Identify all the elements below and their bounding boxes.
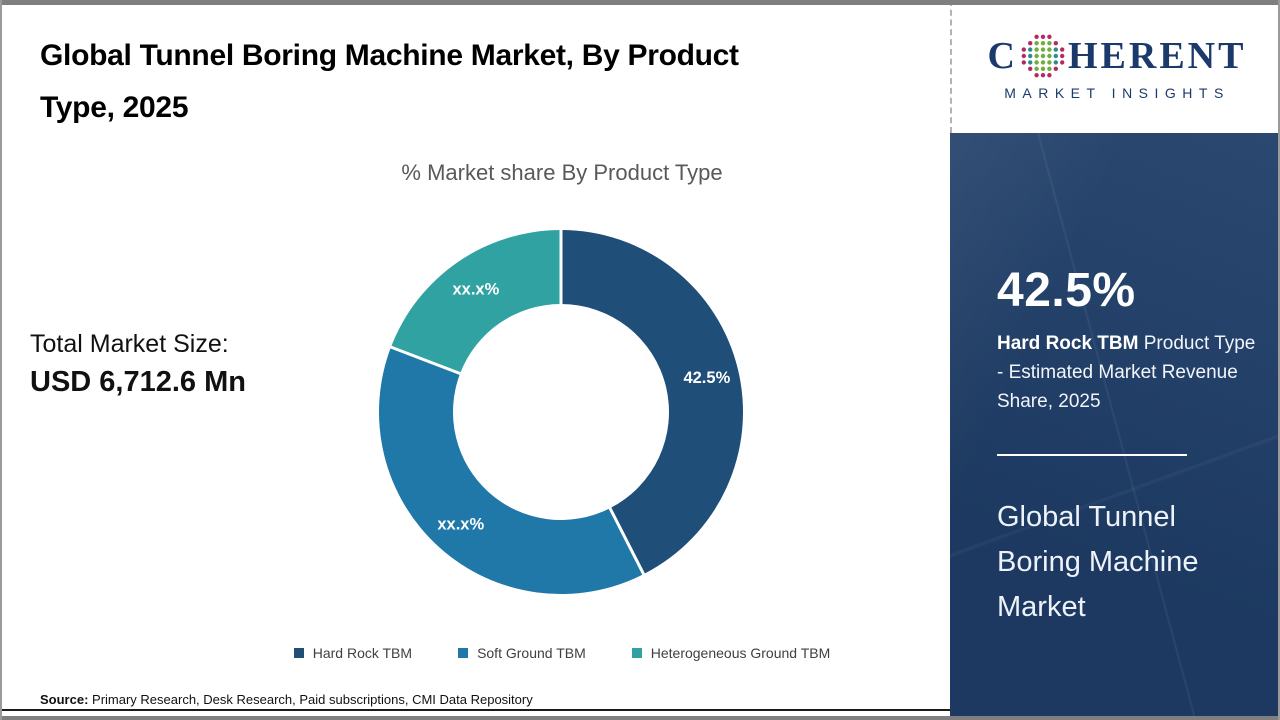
globe-dot	[1040, 59, 1046, 65]
sidebar-stat-value: 42.5%	[997, 264, 1136, 317]
dotted-globe-icon	[1021, 34, 1065, 77]
globe-dot	[1040, 40, 1046, 45]
right-sidebar: 42.5% Hard Rock TBM Product Type - Estim…	[950, 133, 1278, 716]
globe-dot	[1053, 46, 1058, 52]
source-label: Source:	[40, 692, 89, 707]
donut-segment-heterogeneous-ground-tbm	[390, 230, 561, 374]
globe-dot	[1027, 46, 1033, 52]
globe-dot	[1059, 46, 1065, 52]
globe-dot	[1047, 66, 1052, 71]
logo-subtitle: MARKET INSIGHTS	[1004, 84, 1230, 101]
globe-dot	[1027, 66, 1033, 71]
slice-label: xx.x%	[437, 516, 484, 534]
globe-dot	[1034, 46, 1039, 52]
brand-logo: C HERENT	[988, 33, 1247, 79]
globe-dot	[1027, 40, 1033, 45]
globe-dot	[1047, 72, 1052, 77]
legend-item: Heterogeneous Ground TBM	[631, 645, 831, 661]
globe-dot	[1027, 53, 1033, 58]
globe-dot	[1040, 72, 1046, 77]
sidebar-market-name: Global Tunnel Boring Machine Market	[997, 501, 1199, 623]
globe-dot	[1047, 53, 1052, 58]
globe-dot	[1047, 46, 1052, 52]
legend-item: Hard Rock TBM	[293, 645, 413, 661]
sidebar-stat-segment: Hard Rock TBM	[997, 333, 1139, 354]
footer-divider	[2, 709, 950, 711]
logo-text-start: C	[987, 34, 1018, 77]
legend-label: Heterogeneous Ground TBM	[650, 645, 831, 661]
donut-segment-hard-rock-tbm	[561, 230, 744, 575]
globe-dot	[1021, 46, 1026, 52]
chart-legend: Hard Rock TBM Soft Ground TBM Heterogeneou…	[92, 645, 1032, 661]
globe-dot	[1034, 53, 1039, 58]
source-note: Source: Primary Research, Desk Research,…	[40, 692, 533, 707]
globe-dot	[1059, 59, 1065, 65]
source-text: Primary Research, Desk Research, Paid su…	[88, 692, 533, 707]
segment-gap	[389, 345, 463, 376]
legend-swatch-icon	[631, 648, 642, 658]
legend-label: Hard Rock TBM	[312, 645, 413, 661]
globe-dot	[1034, 66, 1039, 71]
globe-dot	[1053, 59, 1058, 65]
globe-dot	[1053, 66, 1058, 71]
globe-dot	[1047, 34, 1052, 39]
logo-text-end: HERENT	[1067, 34, 1247, 77]
legend-label: Soft Ground TBM	[477, 645, 586, 661]
globe-dot	[1040, 34, 1046, 39]
legend-item: Soft Ground TBM	[458, 645, 586, 661]
globe-dot	[1034, 72, 1039, 77]
brand-logo-panel: C HERENT MARKET INSIGHTS	[950, 0, 1278, 133]
globe-dot	[1059, 53, 1065, 58]
globe-dot	[1034, 40, 1039, 45]
bottom-border-bar	[2, 716, 1278, 720]
total-market-size-block: Total Market Size: USD 6,712.6 Mn	[30, 326, 246, 402]
legend-swatch-icon	[458, 648, 469, 658]
slice-label: xx.x%	[453, 280, 500, 298]
legend-swatch-icon	[293, 648, 304, 658]
chart-title: % Market share By Product Type	[401, 160, 723, 185]
donut-chart: 42.5% xx.x% xx.x%	[379, 229, 744, 594]
donut-segment-soft-ground-tbm	[379, 347, 644, 594]
globe-dot	[1047, 40, 1052, 45]
total-market-size-label: Total Market Size:	[30, 330, 229, 358]
top-border-bar	[2, 0, 1278, 5]
globe-dot	[1040, 66, 1046, 71]
slice-label: 42.5%	[683, 369, 730, 387]
globe-dot	[1047, 59, 1052, 65]
sidebar-divider-line	[997, 454, 1187, 456]
sidebar-stat-rest: Product Type - Estimated Market Revenue …	[997, 333, 1256, 412]
globe-dot	[1021, 59, 1026, 65]
globe-dot	[1021, 53, 1026, 58]
total-market-size-value: USD 6,712.6 Mn	[30, 366, 246, 398]
globe-dot	[1053, 40, 1058, 45]
globe-dot	[1040, 46, 1046, 52]
globe-dot	[1034, 34, 1039, 39]
globe-dot	[1040, 53, 1046, 58]
globe-dot	[1034, 59, 1039, 65]
globe-dot	[1027, 59, 1033, 65]
page-title: Global Tunnel Boring Machine Market, By …	[40, 39, 739, 124]
sidebar-stat-description: Hard Rock TBM Product Type - Estimated M…	[997, 329, 1259, 416]
segment-gap	[607, 505, 646, 576]
globe-dot	[1053, 53, 1058, 58]
